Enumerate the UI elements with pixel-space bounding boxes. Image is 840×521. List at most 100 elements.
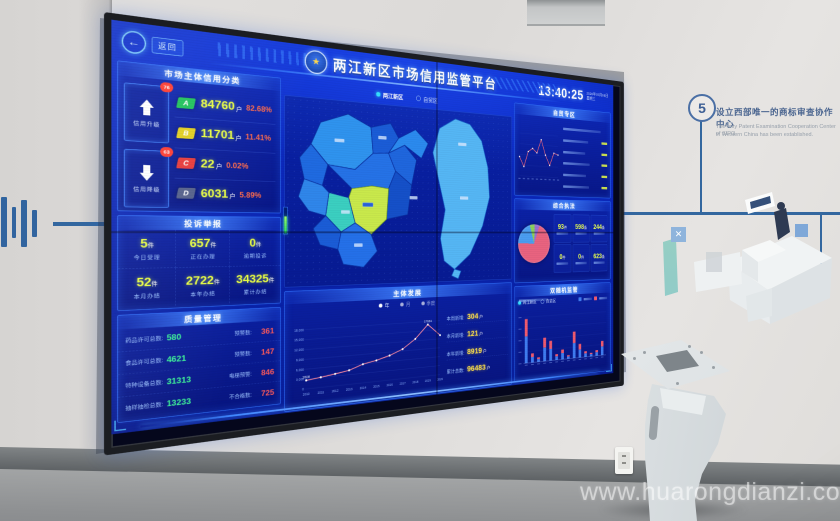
stat-cell: 0件 xyxy=(573,244,590,272)
grade-chip: C xyxy=(176,157,196,169)
svg-text:15,000: 15,000 xyxy=(294,338,304,343)
svg-text:2019: 2019 xyxy=(425,378,431,382)
grade-value: 84760 xyxy=(201,97,235,114)
soundbar-icon xyxy=(1,197,7,247)
panel-enforcement: 综合执法 93件 598条 244条 0件 0件 623条 xyxy=(514,198,610,283)
screw-icon xyxy=(688,345,691,348)
stat-cell: 2722件 本年办结 xyxy=(176,267,230,306)
arrow-up-icon xyxy=(140,99,154,116)
right-column: 自贸专区 xyxy=(514,103,610,385)
ftz-line-chart xyxy=(516,117,560,194)
svg-text:2020: 2020 xyxy=(437,377,443,381)
grade-unit: 户 xyxy=(229,191,235,200)
upgrade-label: 信用升级 xyxy=(133,119,160,129)
map-zoom-meter[interactable] xyxy=(283,207,288,235)
wall-display: ← 返回 ★ 两江新区市场信用监管平台 13:40:25 2020年07月08日… xyxy=(104,12,840,442)
svg-text:2016: 2016 xyxy=(387,383,394,388)
dev-stat: 本周新增: 304 户 xyxy=(447,310,508,325)
center-column: 两江新区 自贸区 xyxy=(284,78,511,412)
tab-label: 两江新区 xyxy=(383,91,403,101)
svg-text:2017: 2017 xyxy=(400,381,406,386)
back-button[interactable]: ← xyxy=(122,30,146,55)
radio-dot-icon xyxy=(416,95,421,101)
svg-text:2015: 2015 xyxy=(373,384,380,389)
wall-outlet xyxy=(615,447,633,474)
list-item xyxy=(563,151,607,156)
svg-text:6,000: 6,000 xyxy=(296,367,305,372)
soundbar-icon xyxy=(32,210,37,237)
star-icon: ★ xyxy=(312,57,320,67)
photo-scene: 5 设立西部唯一的商标审查协作中心 The only Patent Examin… xyxy=(0,0,840,521)
soundbar-icon xyxy=(12,207,16,238)
svg-text:2012: 2012 xyxy=(332,389,339,394)
stat-cell: 93件 xyxy=(554,214,571,242)
legend-dot-icon xyxy=(400,302,403,306)
ftz-body xyxy=(515,114,610,198)
platform-emblem-icon: ★ xyxy=(305,49,328,75)
legend-dot-icon xyxy=(421,301,424,305)
credit-row-c: C 22 户 0.02% xyxy=(175,148,276,182)
stat-cell: 244条 xyxy=(591,215,607,242)
enforcement-grid: 93件 598条 244条 0件 0件 623条 xyxy=(554,214,607,273)
panel-supervision: 双随机监管 两江新区 自贸区 xyxy=(514,282,610,382)
grade-percent: 0.02% xyxy=(226,161,248,171)
dev-body: 0 3,000 6,000 9,000 12,000 15,000 18,000 2010 20… xyxy=(285,303,511,406)
stat-cell: 0件 逾期投诉 xyxy=(230,230,280,267)
legend-month[interactable]: 月 xyxy=(400,300,410,308)
panel-title-text: 质量管理 xyxy=(184,311,222,325)
svg-text:2018: 2018 xyxy=(412,380,419,385)
stat-cell: 52件 本月办结 xyxy=(118,268,176,309)
date-block: 2020年07月08日 星期三 xyxy=(586,91,608,103)
arrow-down-icon xyxy=(140,164,154,180)
display-bezel: ← 返回 ★ 两江新区市场信用监管平台 13:40:25 2020年07月08日… xyxy=(104,12,624,456)
svg-text:9,000: 9,000 xyxy=(296,357,305,362)
panel-title-text: 投诉举报 xyxy=(184,217,222,229)
svg-text:0: 0 xyxy=(302,387,304,391)
development-line-chart: 0 3,000 6,000 9,000 12,000 15,000 18,000 2010 20… xyxy=(288,306,443,405)
header-decor xyxy=(213,42,309,66)
legend-year[interactable]: 年 xyxy=(379,301,389,309)
back-label[interactable]: 返回 xyxy=(152,36,184,56)
panel-title-text: 主体发展 xyxy=(393,287,422,299)
downgrade-badge: 63 xyxy=(160,147,173,157)
grade-value: 6031 xyxy=(201,187,228,201)
back-arrow-icon: ← xyxy=(128,35,140,50)
stat-cell: 623条 xyxy=(591,244,607,272)
back-group: ← 返回 xyxy=(122,30,184,59)
supervision-bar-chart xyxy=(518,303,608,377)
stat-cell: 0件 xyxy=(554,244,571,272)
enforcement-pie-chart xyxy=(518,224,550,263)
grade-unit: 户 xyxy=(236,104,242,114)
list-item xyxy=(563,128,607,134)
stat-cell: 598条 xyxy=(573,215,590,243)
svg-text:12,000: 12,000 xyxy=(294,347,304,352)
svg-text:2608: 2608 xyxy=(302,374,310,379)
grade-chip: A xyxy=(176,97,196,109)
tab-ftz[interactable]: 自贸区 xyxy=(416,94,438,104)
list-item xyxy=(563,174,607,179)
videowall-seam xyxy=(111,231,613,233)
screw-icon xyxy=(712,366,715,369)
grade-percent: 82.68% xyxy=(246,104,272,115)
stat-cell: 657件 正在办理 xyxy=(176,230,230,268)
legend-quarter[interactable]: 季度 xyxy=(421,299,435,307)
svg-text:2011: 2011 xyxy=(317,390,324,395)
legend-swatch-red xyxy=(594,296,597,300)
svg-text:2013: 2013 xyxy=(346,387,353,392)
videowall-seam xyxy=(436,62,437,395)
panel-credit-classification: 市场主体信用分类 76 信用升级 63 xyxy=(117,60,281,213)
legend-swatch-blue xyxy=(578,297,581,301)
screw-icon xyxy=(633,357,636,360)
dev-stat: 本年新增: 8919 户 xyxy=(447,344,508,361)
tab-liangjiang[interactable]: 两江新区 xyxy=(376,90,403,101)
grade-chip: B xyxy=(176,127,196,139)
left-wall xyxy=(0,0,112,521)
credit-body: 76 信用升级 63 信用降级 xyxy=(118,75,280,213)
screw-icon xyxy=(700,351,703,354)
upgrade-badge: 76 xyxy=(160,82,173,93)
left-column: 市场主体信用分类 76 信用升级 63 xyxy=(117,60,281,432)
panel-title-text: 综合执法 xyxy=(553,201,575,211)
radio-dot-icon xyxy=(376,92,380,97)
dashboard-body: 市场主体信用分类 76 信用升级 63 xyxy=(111,60,613,427)
watermark: www.huarongdianzi.com xyxy=(580,478,840,507)
